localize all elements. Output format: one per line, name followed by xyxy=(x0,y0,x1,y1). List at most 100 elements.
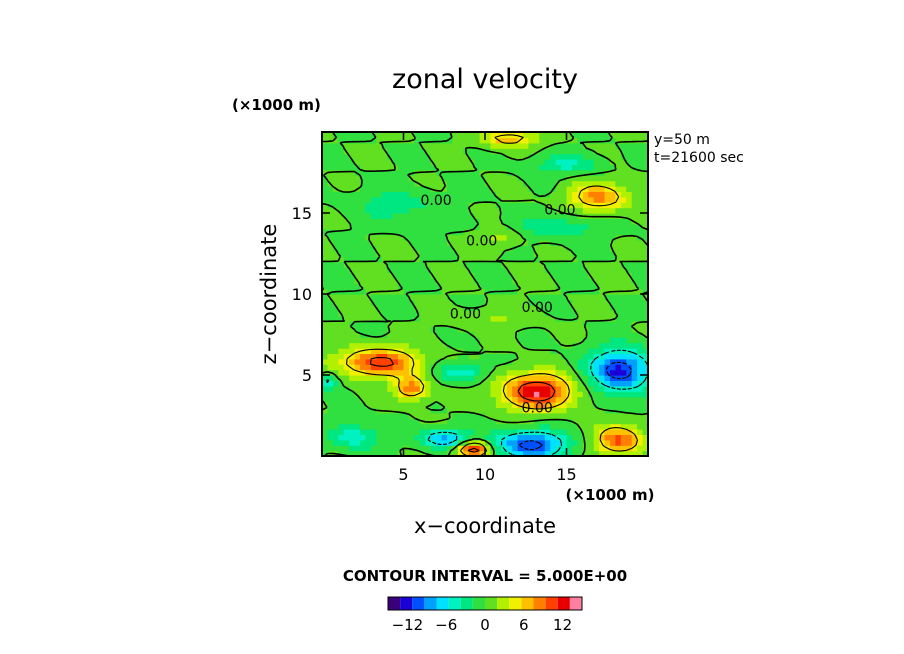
heatmap-cell xyxy=(414,315,421,322)
heatmap-cell xyxy=(463,412,470,419)
heatmap-cell xyxy=(566,396,573,403)
heatmap-cell xyxy=(414,148,421,155)
heatmap-cell xyxy=(571,299,578,306)
heatmap-cell xyxy=(360,358,367,365)
heatmap-cell xyxy=(517,450,524,456)
heatmap-cell xyxy=(588,331,595,338)
heatmap-cell xyxy=(561,380,568,387)
heatmap-cell xyxy=(588,342,595,349)
heatmap-cell xyxy=(360,277,367,284)
heatmap-cell xyxy=(392,434,399,441)
heatmap-cell xyxy=(566,240,573,246)
heatmap-cell xyxy=(436,261,443,268)
heatmap-cell xyxy=(463,272,470,279)
heatmap-cell xyxy=(571,218,578,225)
heatmap-cell xyxy=(571,407,578,414)
heatmap-cell xyxy=(370,315,377,322)
heatmap-cell xyxy=(550,202,557,209)
heatmap-cell xyxy=(561,364,568,371)
heatmap-cell xyxy=(566,196,573,203)
heatmap-cell xyxy=(408,429,415,435)
heatmap-cell xyxy=(343,256,350,263)
heatmap-cell xyxy=(582,315,589,322)
heatmap-cell xyxy=(381,321,388,327)
heatmap-cell xyxy=(436,256,443,263)
heatmap-cell xyxy=(387,164,394,171)
heatmap-cell xyxy=(571,439,578,446)
heatmap-cell xyxy=(609,375,616,381)
heatmap-cell xyxy=(512,439,519,446)
heatmap-cell xyxy=(609,250,616,257)
heatmap-cell xyxy=(609,337,616,344)
heatmap-cell xyxy=(436,191,443,198)
heatmap-cell xyxy=(620,218,627,225)
heatmap-cell xyxy=(485,310,492,317)
heatmap-cell xyxy=(620,142,627,149)
heatmap-cell xyxy=(322,148,329,155)
heatmap-cell xyxy=(387,445,394,452)
heatmap-cell xyxy=(425,164,432,171)
heatmap-cell xyxy=(354,250,361,257)
heatmap-cell xyxy=(408,380,415,387)
heatmap-cell xyxy=(506,267,513,273)
heatmap-cell xyxy=(436,364,443,371)
heatmap-cell xyxy=(381,342,388,349)
heatmap-cell xyxy=(517,207,524,214)
heatmap-cell xyxy=(419,412,426,419)
heatmap-cell xyxy=(436,159,443,165)
heatmap-cell xyxy=(561,450,568,456)
heatmap-cell xyxy=(387,375,394,381)
heatmap-cell xyxy=(539,164,546,171)
heatmap-cell xyxy=(523,423,530,430)
heatmap-cell xyxy=(430,223,437,230)
heatmap-cell xyxy=(370,412,377,419)
heatmap-cell xyxy=(327,326,334,333)
heatmap-cell xyxy=(441,407,448,414)
heatmap-cell xyxy=(360,337,367,344)
heatmap-cell xyxy=(599,277,606,284)
heatmap-cell xyxy=(387,132,394,138)
heatmap-cell xyxy=(479,299,486,306)
heatmap-cell xyxy=(620,245,627,252)
heatmap-cell xyxy=(360,196,367,203)
heatmap-cell xyxy=(436,148,443,155)
heatmap-cell xyxy=(631,337,638,344)
heatmap-cell xyxy=(376,164,383,171)
heatmap-cell xyxy=(637,159,644,165)
heatmap-cell xyxy=(577,423,584,430)
heatmap-cell xyxy=(441,396,448,403)
heatmap-cell xyxy=(555,250,562,257)
heatmap-cell xyxy=(642,450,648,456)
heatmap-cell xyxy=(539,450,546,456)
heatmap-cell xyxy=(414,364,421,371)
heatmap-cell xyxy=(332,337,339,344)
heatmap-cell xyxy=(441,196,448,203)
heatmap-cell xyxy=(506,277,513,284)
heatmap-cell xyxy=(626,164,633,171)
heatmap-cell xyxy=(566,267,573,273)
heatmap-cell xyxy=(446,423,453,430)
heatmap-cell xyxy=(414,137,421,144)
heatmap-cell xyxy=(523,137,530,144)
heatmap-cell xyxy=(626,153,633,160)
heatmap-cell xyxy=(577,159,584,165)
heatmap-cell xyxy=(349,439,356,446)
heatmap-cell xyxy=(642,218,648,225)
heatmap-cell xyxy=(642,412,648,419)
heatmap-cell xyxy=(561,294,568,300)
heatmap-cell xyxy=(512,369,519,376)
heatmap-cell xyxy=(381,396,388,403)
heatmap-cell xyxy=(349,240,356,246)
heatmap-cell xyxy=(452,326,459,333)
heatmap-cell xyxy=(588,321,595,327)
heatmap-cell xyxy=(577,385,584,392)
heatmap-cell xyxy=(322,445,329,452)
heatmap-cell xyxy=(637,175,644,182)
heatmap-cell xyxy=(550,267,557,273)
heatmap-cell xyxy=(332,380,339,387)
heatmap-cell xyxy=(430,218,437,225)
heatmap-cell xyxy=(631,310,638,317)
heatmap-cell xyxy=(365,261,372,268)
heatmap-cell xyxy=(468,385,475,392)
heatmap-cell xyxy=(555,348,562,354)
